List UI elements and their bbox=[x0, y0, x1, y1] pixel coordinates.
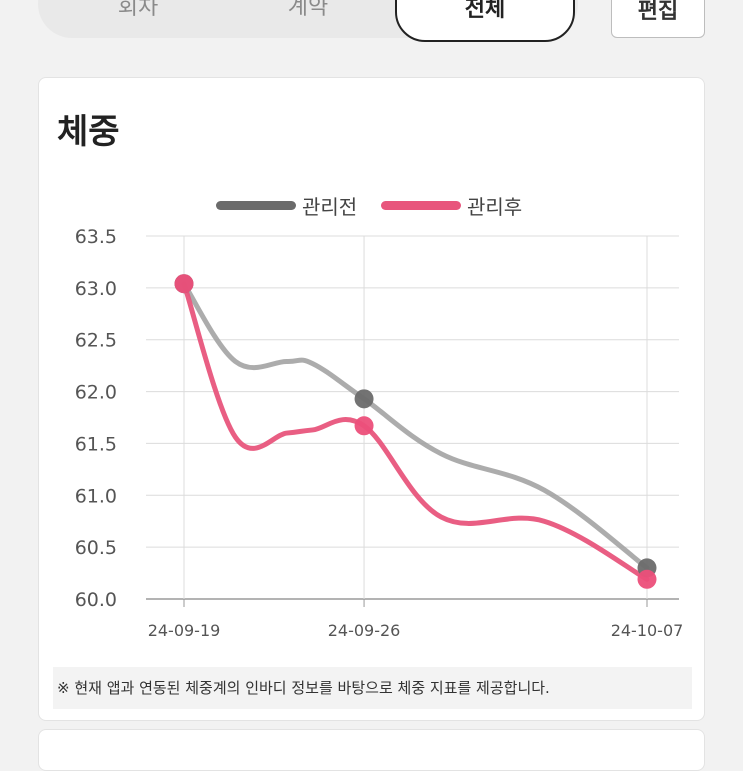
y-tick-label: 63.0 bbox=[75, 278, 117, 300]
legend-item-after[interactable]: 관리후 bbox=[381, 190, 522, 220]
y-tick-label: 61.5 bbox=[75, 433, 117, 455]
chart-legend: 관리전 관리후 bbox=[39, 190, 704, 220]
y-tick-label: 63.5 bbox=[75, 226, 117, 248]
segmented-tab-bar: 회차 계약 전체 bbox=[38, 0, 578, 42]
data-point-after bbox=[174, 274, 194, 294]
tab-contract[interactable]: 계약 bbox=[287, 0, 329, 20]
info-note: ※ 현재 앱과 연동된 체중계의 인바디 정보를 바탕으로 체중 지표를 제공합… bbox=[53, 667, 692, 709]
y-tick-label: 62.5 bbox=[75, 330, 117, 352]
x-tick-label: 24-10-07 bbox=[611, 621, 684, 640]
tab-all[interactable]: 전체 bbox=[395, 0, 575, 42]
card-title: 체중 bbox=[57, 112, 120, 152]
x-tick-label: 24-09-19 bbox=[148, 621, 221, 640]
data-point-after bbox=[637, 569, 657, 589]
data-point-before bbox=[354, 389, 374, 409]
next-card bbox=[38, 729, 705, 771]
weight-card: 체중 관리전 관리후 63.5 63.0 62.5 62.0 61.5 61.0 60.5 6… bbox=[38, 77, 705, 721]
x-tick-label: 24-09-26 bbox=[328, 621, 401, 640]
tab-session[interactable]: 회차 bbox=[117, 0, 159, 20]
series-line-after bbox=[181, 281, 650, 582]
legend-swatch-after bbox=[381, 200, 461, 210]
series-line-before bbox=[181, 281, 650, 571]
y-tick-label: 62.0 bbox=[75, 382, 117, 404]
y-tick-label: 60.0 bbox=[75, 589, 117, 611]
weight-line-chart: 63.5 63.0 62.5 62.0 61.5 61.0 60.5 60.0 24-09-19… bbox=[75, 226, 684, 640]
y-tick-label: 60.5 bbox=[75, 537, 117, 559]
data-point-after bbox=[354, 416, 374, 436]
legend-label-after: 관리후 bbox=[467, 194, 523, 219]
legend-label-before: 관리전 bbox=[302, 194, 358, 219]
y-tick-label: 61.0 bbox=[75, 485, 117, 507]
legend-swatch-before bbox=[216, 200, 296, 210]
edit-button[interactable]: 편집 bbox=[611, 0, 705, 38]
legend-item-before[interactable]: 관리전 bbox=[216, 190, 357, 220]
